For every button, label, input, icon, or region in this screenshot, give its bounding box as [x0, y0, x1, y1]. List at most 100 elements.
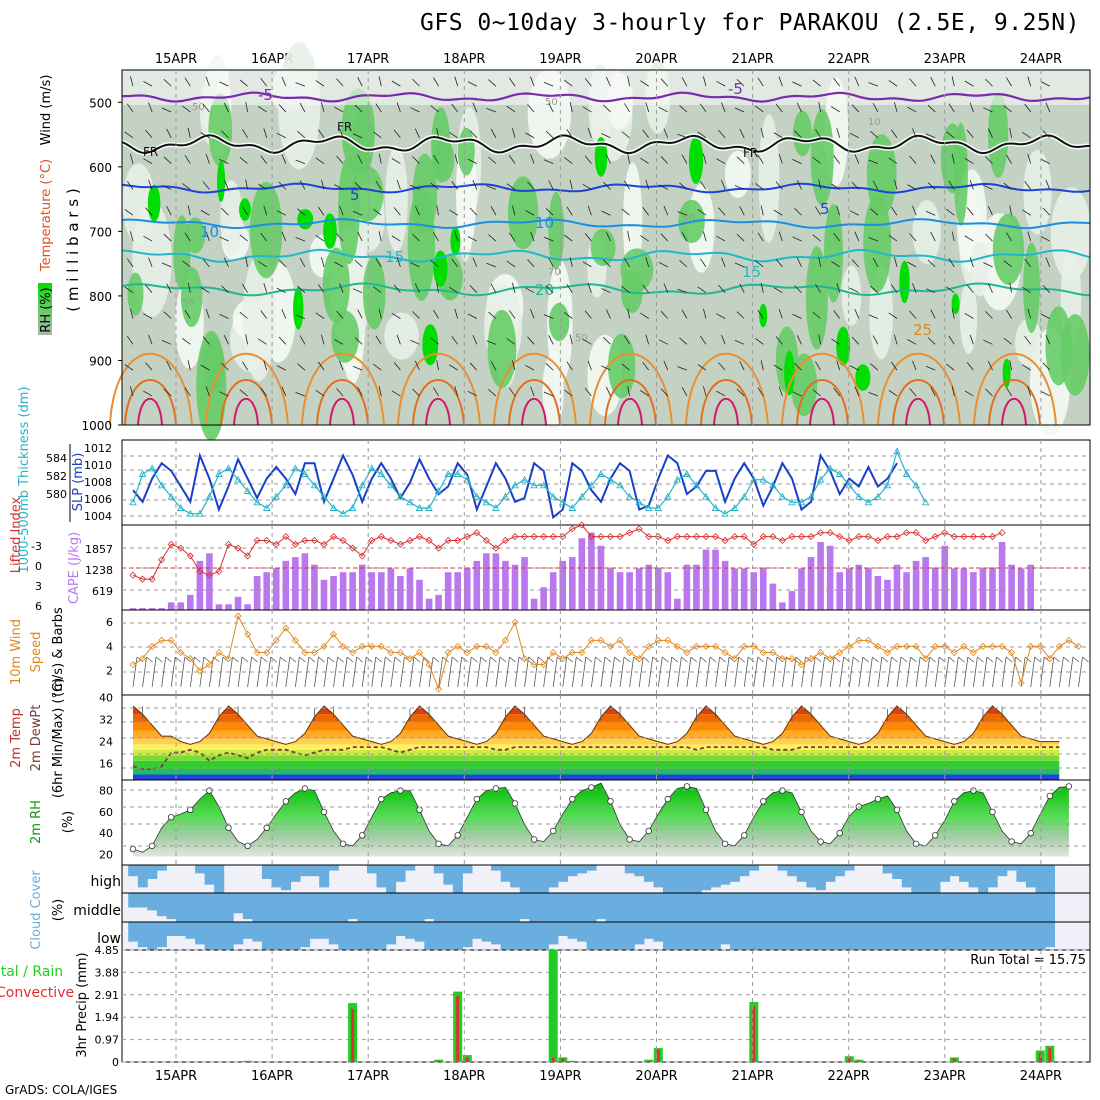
wind-barb — [242, 283, 248, 293]
wind-barb — [354, 104, 363, 113]
rh2m-point — [664, 795, 671, 803]
wind-barb — [983, 107, 993, 113]
date-label-bottom: 21APR — [731, 1069, 773, 1084]
wind-barb — [854, 154, 860, 164]
wind-barb — [527, 259, 535, 268]
cloud-bar — [1045, 893, 1055, 922]
cloud-bar — [1035, 893, 1046, 922]
wind-barb — [1027, 153, 1032, 164]
wind-barb — [703, 386, 707, 397]
wind-barb — [182, 337, 191, 345]
cloud-bar — [433, 922, 444, 950]
cape-bar — [320, 579, 328, 610]
rh-high-region — [992, 213, 1025, 285]
cloud-bar — [519, 893, 530, 920]
li-point — [482, 536, 490, 545]
wind-barb — [757, 232, 764, 242]
pressure-tick-label: 900 — [89, 354, 112, 368]
wind-barb — [812, 79, 821, 87]
wind-barb — [130, 386, 134, 397]
isotherm-25-loop — [589, 352, 673, 426]
li-point — [826, 529, 834, 537]
wind-barb — [336, 155, 344, 164]
cape-bar — [884, 579, 891, 610]
wind-barb — [393, 129, 401, 139]
cloud-bar — [395, 865, 406, 882]
wind-barb-flag — [423, 656, 430, 663]
isotherm-10 — [121, 218, 1091, 230]
wind-barb — [202, 181, 210, 190]
li-point — [759, 533, 767, 541]
wind-barb — [724, 656, 730, 688]
isotherm-35-loop — [809, 397, 835, 426]
wind-barb — [260, 310, 268, 319]
contour-label-15: 15 — [385, 248, 404, 266]
cloud-bar — [710, 893, 721, 922]
wind-barb — [1003, 182, 1012, 190]
wind-barb — [221, 285, 229, 293]
wind-barb-flag — [1015, 656, 1022, 663]
cape-bar — [941, 545, 949, 610]
wind-speed-point — [559, 655, 567, 663]
wind-barb — [587, 205, 592, 216]
cape-bar — [970, 572, 977, 610]
wind-speed-point — [778, 655, 786, 663]
wind-barb — [987, 128, 993, 138]
cloud-bar — [959, 922, 970, 950]
wind-barb-flag — [1024, 656, 1032, 663]
cloud-bar — [204, 893, 215, 922]
thickness-point — [721, 509, 729, 517]
cloud-bar — [271, 893, 282, 922]
cloud-bar — [892, 922, 903, 950]
wind-barb — [506, 183, 516, 190]
wind-barb — [818, 334, 821, 345]
rh-high-region — [341, 88, 376, 174]
li-point — [597, 533, 605, 541]
wind-barb — [145, 284, 153, 293]
wind-tick-label: 2 — [106, 665, 113, 678]
wind-barb — [375, 180, 382, 190]
wind-barb — [315, 234, 325, 242]
cloud-bar — [386, 922, 397, 945]
li-axis-label: Lifted Index — [9, 496, 24, 573]
cloud-bar — [691, 893, 702, 922]
wind-barb — [1022, 364, 1031, 371]
thickness-point — [797, 498, 806, 506]
cloud-bar — [920, 865, 931, 893]
isotherm-35-loop — [905, 397, 931, 426]
temp-tick-label: 40 — [99, 692, 113, 705]
cloud-bar — [701, 922, 712, 950]
cloud-bar — [156, 922, 167, 948]
cloud-bar — [920, 893, 931, 922]
cloud-bar — [643, 893, 654, 922]
wind-barb — [624, 103, 630, 113]
wind-barb — [393, 284, 401, 293]
wind-barb — [354, 259, 363, 268]
cloud-bar — [261, 865, 272, 879]
rh2m-point — [645, 827, 652, 835]
li-point — [807, 533, 815, 541]
cape-bar — [769, 583, 777, 610]
cape-bar — [836, 572, 843, 610]
wind-barb — [336, 233, 344, 242]
wind-barb — [773, 287, 783, 294]
wind-barb — [447, 656, 453, 688]
rh2m-point — [225, 824, 232, 831]
wind-barb — [1040, 81, 1050, 87]
li-point — [454, 536, 462, 545]
wind-barb — [466, 656, 472, 688]
isotherm-35-loop — [1001, 397, 1027, 426]
wind-barb — [469, 362, 478, 371]
cape-bar — [912, 560, 920, 610]
wind-barb — [951, 153, 955, 164]
wind-barb — [868, 237, 879, 242]
thickness-point — [902, 470, 911, 477]
wind-barb — [299, 103, 306, 113]
li-tick-label: 0 — [35, 560, 42, 573]
wind-barb — [1045, 257, 1051, 268]
wind-speed-point — [482, 642, 490, 650]
slp-tick-label: 1012 — [84, 442, 112, 455]
cloud-bar — [825, 922, 836, 950]
cape-bar — [549, 572, 557, 610]
wind-speed-point — [826, 655, 834, 663]
